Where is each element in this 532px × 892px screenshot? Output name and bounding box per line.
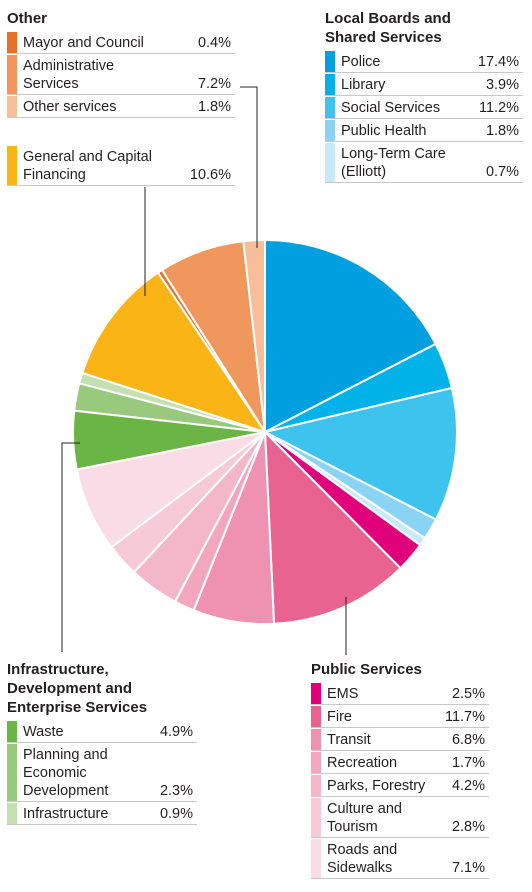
legend-value: 1.7% [451, 755, 485, 771]
legend-item-infrastructure: Infrastructure 0.9% [7, 803, 197, 825]
legend-label: Infrastructure [23, 806, 109, 822]
legend-swatch [7, 744, 17, 801]
legend-swatch [311, 775, 321, 796]
legend-value: 7.2% [197, 76, 231, 92]
legend-item-social-services: Social Services 11.2% [325, 97, 523, 119]
legend-swatch [311, 839, 321, 878]
legend-value: 6.8% [451, 732, 485, 748]
legend-swatch [311, 729, 321, 750]
legend-label: Mayor and Council [23, 35, 144, 51]
legend-group-title: Local Boards and Shared Services [325, 10, 451, 46]
legend-swatch [311, 752, 321, 773]
legend-items: EMS 2.5% Fire 11.7% Transit 6.8% Recreation 1.7… [311, 683, 489, 879]
legend-item-recreation: Recreation 1.7% [311, 752, 489, 774]
legend-value: 3.9% [485, 77, 519, 93]
legend-value: 0.9% [159, 806, 193, 822]
legend-item-fire: Fire 11.7% [311, 706, 489, 728]
legend-items: Mayor and Council 0.4% Administrative Serv… [7, 32, 235, 118]
legend-item-waste: Waste 4.9% [7, 721, 197, 743]
legend-label: Waste [23, 724, 64, 740]
legend-items: General and Capital Financing 10.6% [7, 146, 235, 186]
legend-group-infrastructure: Infrastructure, Development and Enterpri… [7, 660, 197, 826]
legend-value: 1.8% [197, 99, 231, 115]
legend-label: Parks, Forestry [327, 778, 426, 794]
legend-item-library: Library 3.9% [325, 74, 523, 96]
legend-group-local-boards: Local Boards and Shared Services Police 1… [325, 9, 523, 184]
legend-group-other: Other Mayor and Council 0.4% Administrativ… [7, 9, 235, 119]
legend-swatch [311, 683, 321, 704]
legend-group-title: Infrastructure, Development and Enterpri… [7, 661, 148, 716]
legend-item-public-health: Public Health 1.8% [325, 120, 523, 142]
legend-value: 11.2% [478, 100, 519, 116]
legend-swatch [7, 32, 17, 53]
legend-swatch [325, 51, 335, 72]
legend-label: Library [341, 77, 386, 93]
legend-label: Fire [327, 709, 352, 725]
legend-item-parks-forestry: Parks, Forestry 4.2% [311, 775, 489, 797]
legend-value: 4.9% [159, 724, 193, 740]
legend-label: Planning and Economic Development [23, 747, 109, 799]
pie-slice-police [264, 239, 437, 433]
legend-value: 2.5% [451, 686, 485, 702]
legend-label: Transit [327, 732, 371, 748]
pie-slice-social-services [264, 387, 458, 521]
legend-item-ems: EMS 2.5% [311, 683, 489, 705]
legend-items: Waste 4.9% Planning and Economic Developme… [7, 721, 197, 825]
legend-label: Long-Term Care (Elliott) [341, 146, 446, 180]
legend-value: 17.4% [477, 54, 519, 70]
legend-group-public-services: Public Services EMS 2.5% Fire 11.7% Transit 6… [311, 660, 489, 880]
pie-slice-general-and-capital-financing [81, 271, 266, 433]
legend-swatch [7, 721, 17, 742]
legend-label: Other services [23, 99, 117, 115]
leader-line-other [240, 86, 258, 248]
legend-swatch [325, 74, 335, 95]
legend-value: 0.4% [197, 35, 231, 51]
legend-label: Recreation [327, 755, 398, 771]
legend-value: 4.2% [451, 778, 485, 794]
legend-item-culture-and-tourism: Culture and Tourism 2.8% [311, 798, 489, 838]
legend-label: General and Capital Financing [23, 149, 152, 183]
legend-label: Social Services [341, 100, 441, 116]
legend-item-transit: Transit 6.8% [311, 729, 489, 751]
pie-slice-other-services [242, 239, 266, 433]
legend-item-other-services: Other services 1.8% [7, 96, 235, 118]
legend-item-mayor-and-council: Mayor and Council 0.4% [7, 32, 235, 54]
legend-swatch [311, 798, 321, 837]
legend-value: 11.7% [444, 709, 485, 725]
legend-swatch [7, 55, 17, 94]
legend-swatch [7, 803, 17, 824]
legend-item-roads-and-sidewalks: Roads and Sidewalks 7.1% [311, 839, 489, 879]
legend-label: EMS [327, 686, 359, 702]
pie-slice-fire [264, 431, 402, 625]
legend-group-title: Public Services [311, 661, 422, 678]
legend-value: 2.8% [451, 819, 485, 835]
legend-value: 1.8% [485, 123, 519, 139]
legend-group-financing: General and Capital Financing 10.6% [7, 146, 235, 187]
legend-item-general-and-capital-financing: General and Capital Financing 10.6% [7, 146, 235, 186]
legend-item-police: Police 17.4% [325, 51, 523, 73]
legend-label: Administrative Services [23, 58, 115, 92]
legend-item-long-term-care-elliott: Long-Term Care (Elliott) 0.7% [325, 143, 523, 183]
legend-value: 0.7% [485, 164, 519, 180]
legend-label: Roads and Sidewalks [327, 842, 398, 876]
legend-group-title: Other [7, 10, 48, 27]
legend-swatch [325, 120, 335, 141]
legend-swatch [311, 706, 321, 727]
legend-swatch [325, 97, 335, 118]
leader-line-infrastructure [61, 442, 80, 652]
legend-swatch [7, 146, 17, 185]
legend-value: 2.3% [159, 783, 193, 799]
legend-swatch [7, 96, 17, 117]
legend-value: 10.6% [189, 167, 231, 183]
legend-value: 7.1% [451, 860, 485, 876]
legend-swatch [325, 143, 335, 182]
legend-items: Police 17.4% Library 3.9% Social Services 11.… [325, 51, 523, 183]
legend-item-planning-and-economic-development: Planning and Economic Development 2.3% [7, 744, 197, 802]
legend-label: Police [341, 54, 381, 70]
legend-item-administrative-services: Administrative Services 7.2% [7, 55, 235, 95]
legend-label: Culture and Tourism [327, 801, 402, 835]
legend-label: Public Health [341, 123, 427, 139]
